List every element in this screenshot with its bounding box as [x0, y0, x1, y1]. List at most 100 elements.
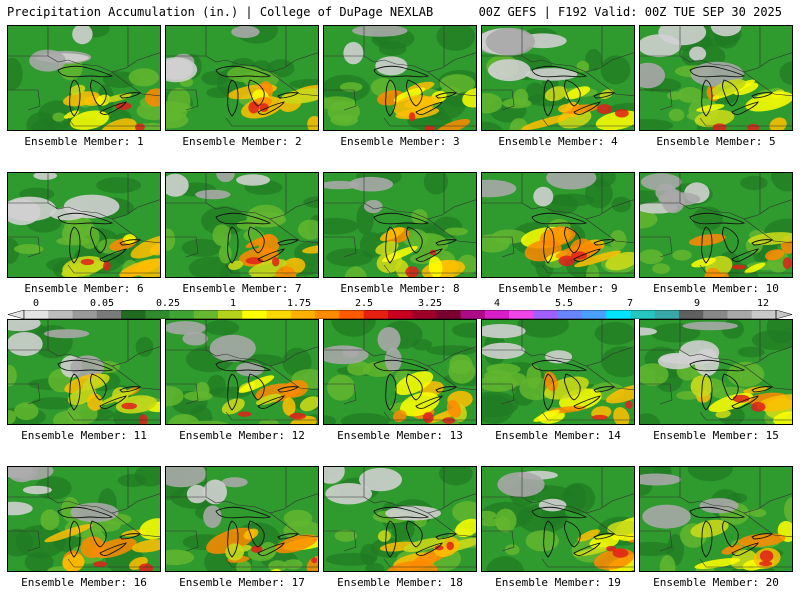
state-border-line [640, 52, 792, 73]
colorbar-tick-label: 4 [493, 298, 501, 309]
precip-field-map [482, 26, 634, 130]
lake-outline [248, 79, 265, 107]
colorbar-swatch [218, 310, 243, 319]
lake-outline [689, 359, 746, 372]
state-border-line [111, 71, 160, 97]
lake-outline [215, 506, 272, 519]
state-border-line [482, 199, 634, 220]
precip-field-map [640, 467, 792, 571]
ensemble-member-panel [481, 319, 635, 425]
lake-outline [722, 520, 739, 548]
lake-outline [119, 386, 142, 393]
state-border-line [427, 71, 476, 97]
state-border-line [482, 383, 515, 405]
lake-outline [99, 395, 127, 409]
lake-outline [277, 239, 300, 246]
state-border-line [8, 530, 41, 552]
map-header: Precipitation Accumulation (in.) | Colle… [0, 0, 800, 24]
colorbar-tick-label: 2.5 [354, 298, 374, 309]
state-border-line [166, 52, 318, 73]
state-border-line [269, 218, 318, 244]
colorbar-swatch [315, 310, 340, 319]
lake-outline [751, 92, 774, 99]
precip-field-map [324, 320, 476, 424]
precip-field-map [8, 320, 160, 424]
state-border-line [640, 530, 673, 552]
ensemble-member-panel [639, 172, 793, 278]
colorbar-swatch [557, 310, 583, 319]
colorbar-tick-label: 1.75 [286, 298, 312, 309]
lake-outline [701, 520, 713, 558]
colorbar-swatch [387, 310, 413, 319]
lake-outline [531, 506, 588, 519]
lake-outline [257, 395, 285, 409]
ensemble-member-label: Ensemble Member: 7 [182, 282, 302, 295]
colorbar-tick-labels: 0 0.05 0.25 1 1.75 2.5 3.25 4 5.5 7 9 12 [0, 298, 800, 309]
state-border-line [541, 411, 634, 421]
state-border-line [67, 264, 160, 274]
precip-field-map [324, 26, 476, 130]
state-border-line [111, 512, 160, 538]
state-border-line [541, 558, 634, 568]
lake-outline [564, 226, 581, 254]
state-border-line [699, 558, 792, 568]
state-border-line [8, 52, 160, 73]
lake-outline [593, 239, 616, 246]
lake-outline [751, 533, 774, 540]
lake-outline [373, 212, 430, 225]
lake-outline [215, 359, 272, 372]
lake-outline [543, 373, 555, 411]
lake-outline [385, 373, 397, 411]
colorbar-swatch [96, 310, 122, 319]
ensemble-member-panel [165, 172, 319, 278]
lake-outline [731, 101, 759, 115]
colorbar-tick-label: 12 [756, 298, 770, 309]
lake-outline [373, 65, 430, 78]
state-border-line [383, 411, 476, 421]
ensemble-member-label: Ensemble Member: 2 [182, 135, 302, 148]
state-border-line [269, 512, 318, 538]
colorbar-swatch [412, 310, 437, 319]
lake-outline [722, 373, 739, 401]
state-border-line [225, 264, 318, 274]
lake-outline [573, 542, 601, 556]
precip-field-map [8, 26, 160, 130]
lake-outline [90, 79, 107, 107]
lake-outline [119, 533, 142, 540]
ensemble-member-panel [165, 466, 319, 572]
state-border-line [166, 493, 318, 514]
colorbar-swatch [703, 310, 728, 319]
lake-outline [564, 373, 581, 401]
colorbar-tick-label: 3.25 [417, 298, 443, 309]
state-border-line [585, 218, 634, 244]
lake-outline [90, 520, 107, 548]
colorbar-swatch [581, 310, 607, 319]
colorbar-tick-label: 0 [32, 298, 40, 309]
lake-outline [248, 226, 265, 254]
lake-outline [689, 212, 746, 225]
colorbar-swatch [751, 310, 777, 319]
colorbar-tick-label: 0.05 [89, 298, 115, 309]
lake-outline [435, 386, 458, 393]
lake-outline [385, 226, 397, 264]
colorbar-swatch [121, 310, 146, 319]
lake-outline [593, 533, 616, 540]
precip-field-map [324, 173, 476, 277]
lake-outline [593, 92, 616, 99]
lake-outline [701, 226, 713, 264]
state-border-line [324, 236, 357, 258]
state-border-line [67, 411, 160, 421]
ensemble-member-panel [323, 25, 477, 131]
lake-outline [406, 79, 423, 107]
colorbar-swatch [436, 310, 461, 319]
ensemble-member-label: Ensemble Member: 5 [656, 135, 776, 148]
state-border-line [541, 117, 634, 127]
lake-outline [57, 212, 114, 225]
state-border-line [269, 365, 318, 391]
colorbar-swatch [193, 310, 219, 319]
ensemble-member-panel [639, 25, 793, 131]
colorbar-swatch [460, 310, 486, 319]
lake-outline [227, 373, 239, 411]
state-border-line [699, 411, 792, 421]
lake-outline [248, 520, 265, 548]
